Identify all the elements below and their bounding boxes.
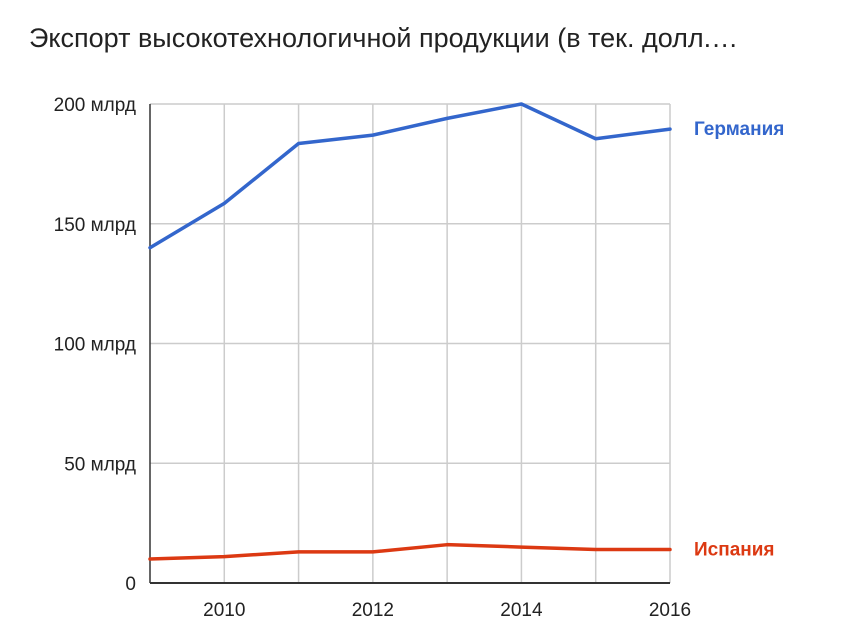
y-tick-label: 0	[125, 574, 136, 595]
x-tick-label: 2012	[352, 600, 394, 621]
series-label-germany: Германия	[694, 119, 784, 140]
series-line-germany	[148, 102, 672, 250]
label-layer: 0 50 млрд 100 млрд 150 млрд 200 млрд 2010 2012…	[54, 95, 785, 621]
chart-title: Экспорт высокотехнологичной продукции (в…	[29, 23, 739, 53]
x-tick-label: 2010	[203, 600, 245, 621]
series-line-spain	[148, 542, 672, 561]
x-tick-label: 2016	[649, 600, 691, 621]
series-layer	[148, 102, 672, 561]
grid-layer	[150, 103, 671, 583]
y-tick-label: 200 млрд	[54, 95, 136, 116]
y-tick-label: 150 млрд	[54, 215, 136, 236]
series-label-spain: Испания	[694, 539, 775, 560]
axis-layer	[149, 104, 670, 584]
y-tick-label: 50 млрд	[64, 454, 136, 475]
x-tick-label: 2014	[500, 600, 543, 621]
y-tick-label: 100 млрд	[54, 335, 136, 356]
